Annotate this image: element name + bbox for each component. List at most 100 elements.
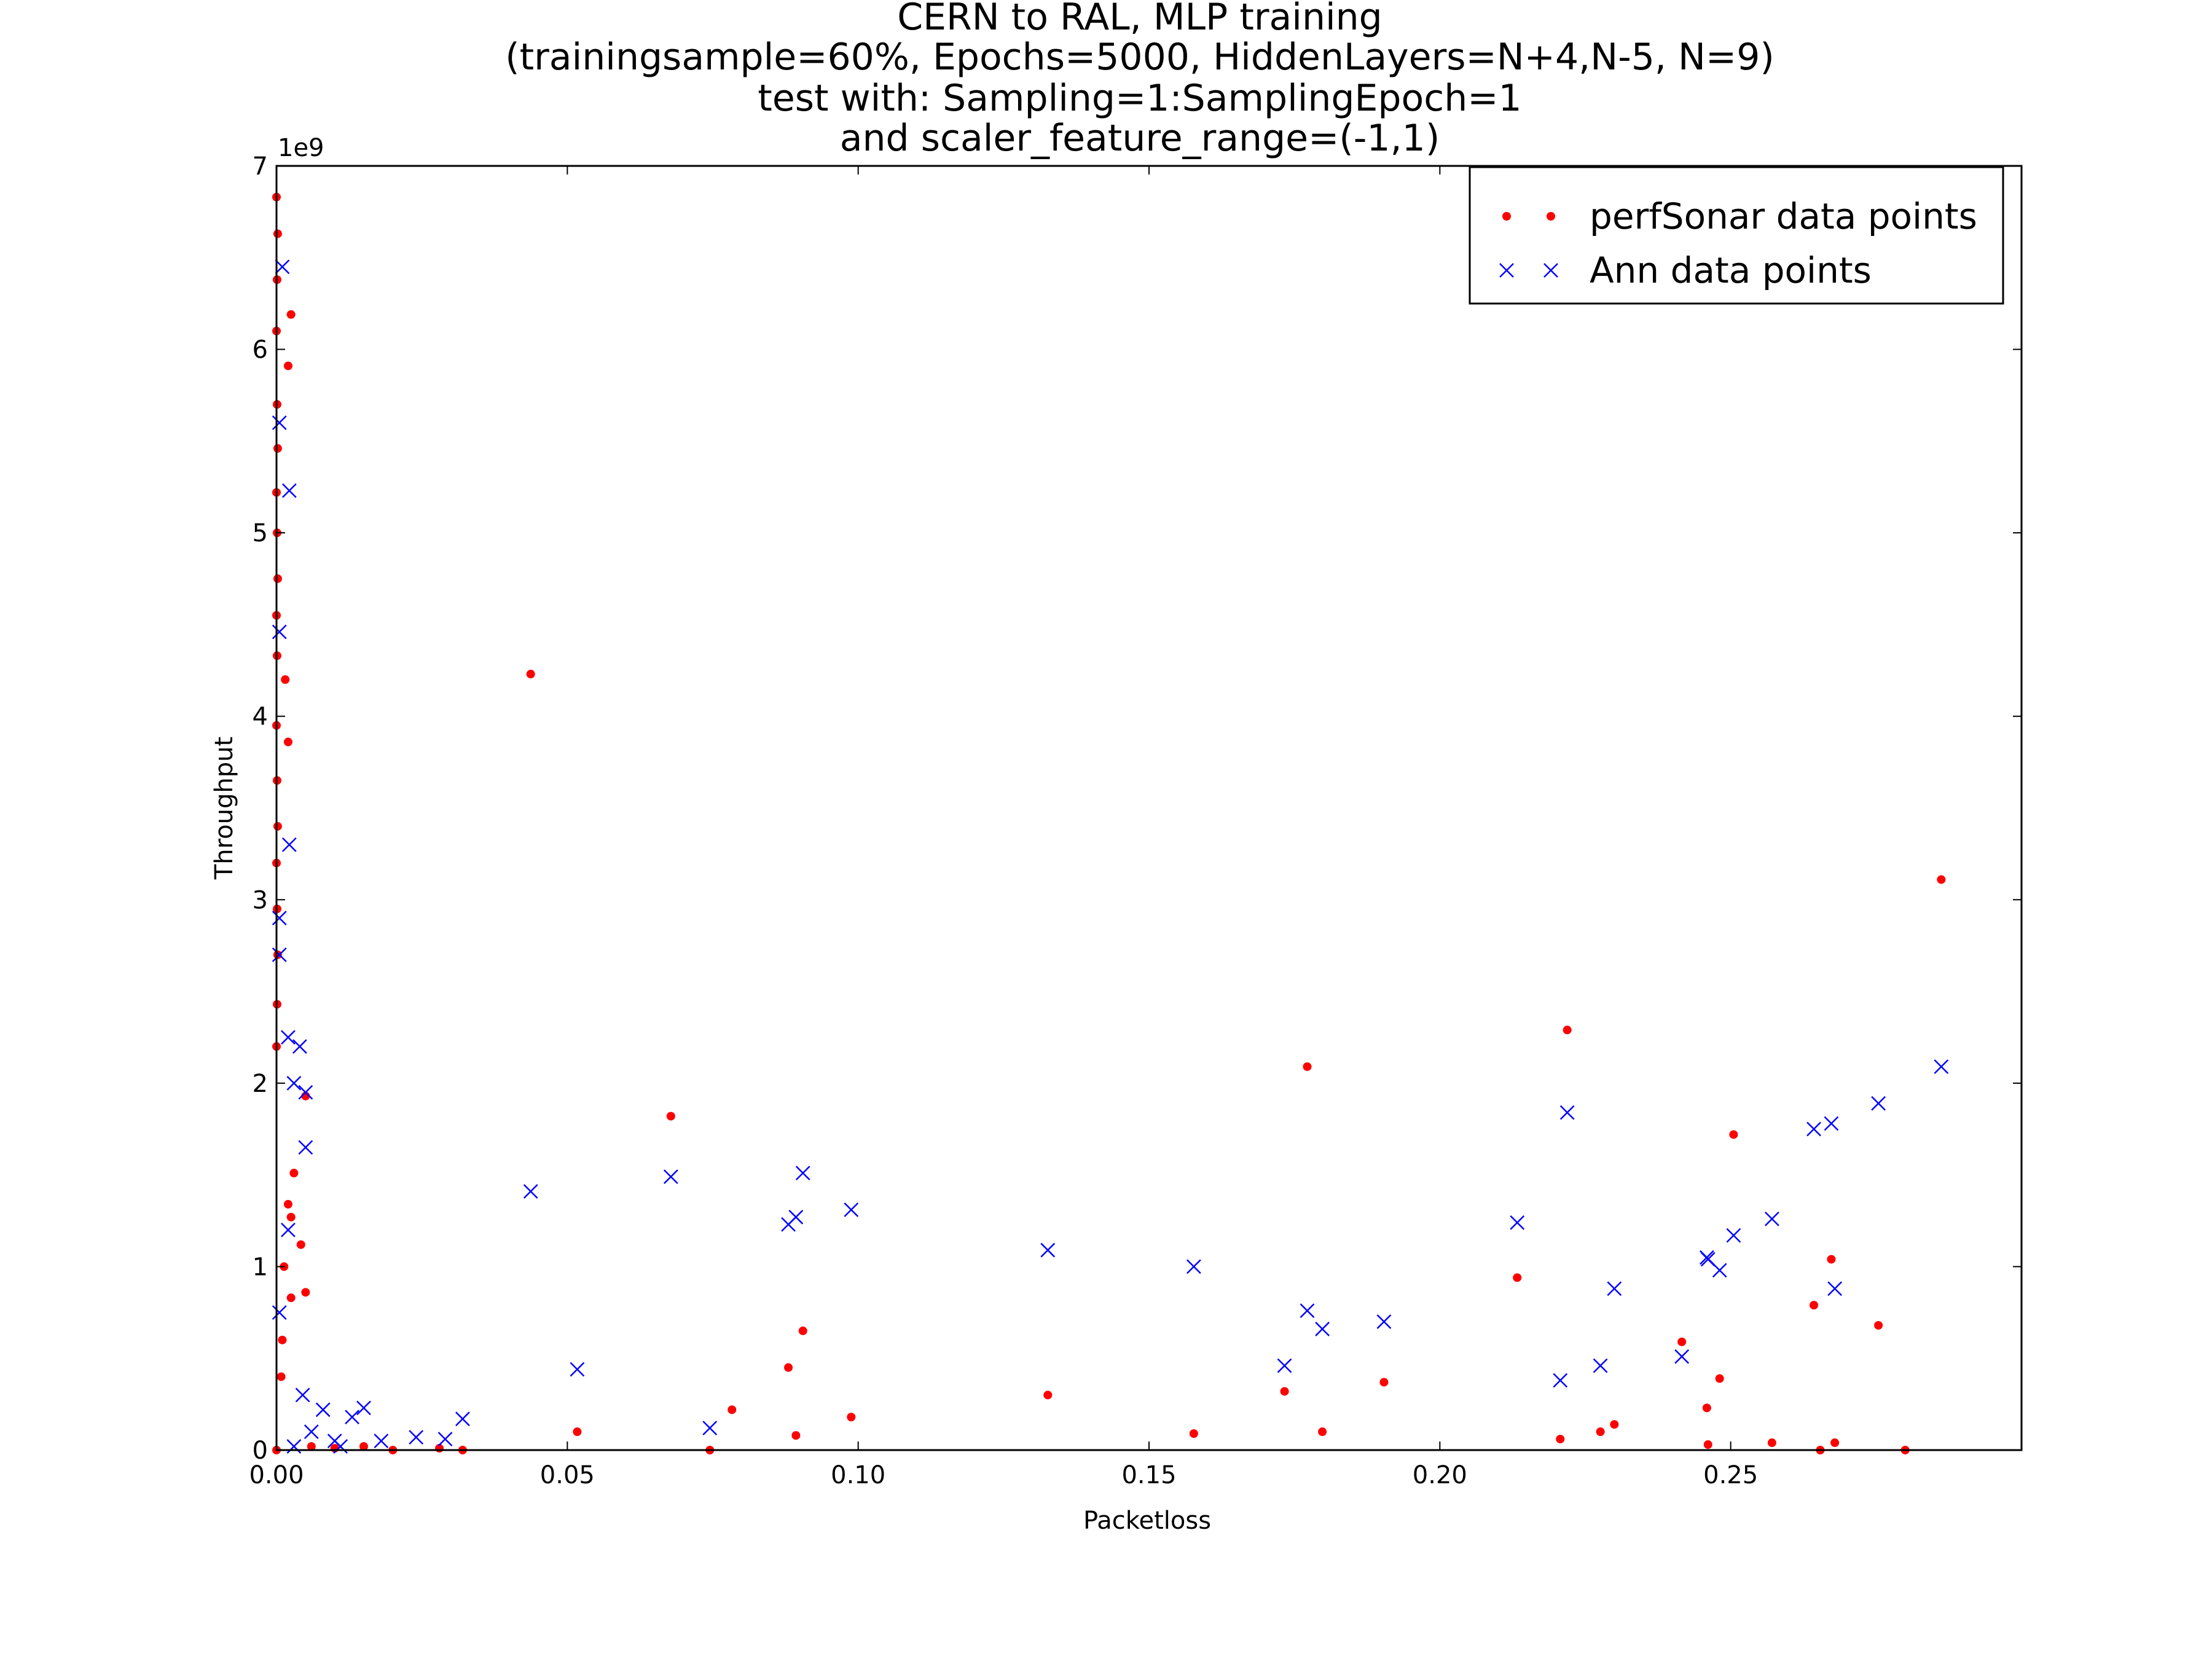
ann-data-point — [281, 483, 297, 498]
ann-data-point — [788, 1209, 804, 1225]
y-tick-label: 5 — [253, 519, 268, 547]
ann-data-point — [1376, 1314, 1392, 1329]
perfsonar-data-point — [1677, 1337, 1687, 1346]
perfsonar-data-point — [359, 1442, 368, 1451]
perfsonar-data-point — [281, 675, 290, 684]
chart-title-line-3: test with: Sampling=1:SamplingEpoch=1 — [758, 77, 1521, 120]
ann-data-point — [1806, 1121, 1821, 1137]
perfsonar-data-point — [273, 574, 282, 583]
perfsonar-data-point — [1729, 1130, 1738, 1139]
perfsonar-data-point — [1379, 1378, 1389, 1387]
ann-data-point — [795, 1166, 810, 1181]
chart-title: CERN to RAL, MLP training (trainingsampl… — [505, 0, 1775, 160]
ann-data-point — [1300, 1303, 1315, 1318]
ann-data-point — [272, 947, 287, 962]
ann-data-point — [281, 1222, 296, 1237]
perfsonar-data-point — [301, 1288, 310, 1297]
ann-data-point — [1712, 1263, 1727, 1278]
chart-title-line-1: CERN to RAL, MLP training — [897, 0, 1382, 39]
ann-data-point — [292, 1039, 307, 1054]
legend-box — [1469, 166, 2004, 305]
x-tick-label: 0.00 — [249, 1461, 304, 1489]
ann-data-point — [272, 415, 287, 430]
perfsonar-data-point — [1827, 1255, 1836, 1264]
y-axis-ticks: 0 1 2 3 4 5 6 7 — [253, 152, 2022, 1465]
ann-data-point — [1510, 1215, 1525, 1230]
ann-data-point — [345, 1410, 359, 1425]
perfsonar-data-point — [1563, 1026, 1572, 1035]
ann-data-point — [1553, 1373, 1568, 1388]
ann-data-point — [281, 837, 297, 852]
perfsonar-data-point — [286, 1293, 296, 1303]
perfsonar-data-point — [283, 361, 292, 371]
ann-data-point — [702, 1421, 718, 1436]
perfsonar-data-point — [1937, 875, 1946, 884]
ann-data-point — [437, 1432, 453, 1446]
ann-data-point — [272, 1305, 287, 1320]
y-tick-label: 0 — [253, 1437, 268, 1465]
legend-entry-2: Ann data points — [1499, 249, 1872, 291]
ann-data-point — [1315, 1322, 1330, 1336]
y-tick-label: 4 — [253, 703, 268, 731]
perfsonar-data-point — [1702, 1403, 1711, 1413]
ann-data-point — [1040, 1242, 1056, 1258]
legend-dot-marker — [1547, 212, 1555, 221]
ann-data-point — [315, 1402, 331, 1418]
perfsonar-data-point — [1596, 1427, 1605, 1437]
ann-data-point — [1827, 1281, 1843, 1296]
perfsonar-data-point — [1715, 1374, 1724, 1383]
legend-entry-1: perfSonar data points — [1502, 195, 1977, 237]
ann-data-point — [844, 1202, 859, 1217]
perfsonar-data-point — [1767, 1438, 1776, 1448]
legend-x-marker — [1499, 263, 1514, 278]
ann-data-point — [1726, 1228, 1741, 1243]
ann-data-point — [298, 1084, 313, 1100]
ann-data-point — [1674, 1349, 1690, 1364]
x-axis-label: Packetloss — [1083, 1507, 1211, 1535]
ann-data-point — [304, 1424, 319, 1440]
perfsonar-data-point — [1513, 1273, 1522, 1282]
perfsonar-data-point — [791, 1431, 801, 1440]
perfsonar-data-point — [847, 1413, 856, 1422]
ann-data-point — [272, 624, 287, 640]
y-tick-label: 1 — [253, 1253, 268, 1281]
y-offset-label: 1e9 — [278, 134, 324, 162]
legend-entries: perfSonar data points Ann data points — [1499, 195, 1977, 291]
ann-data-point — [298, 1140, 313, 1155]
chart-title-line-2: (trainingsample=60%, Epochs=5000, Hidden… — [505, 36, 1775, 79]
perfsonar-data-point — [276, 1372, 286, 1381]
ann-data-point — [455, 1411, 470, 1427]
perfsonar-data-point — [273, 950, 282, 959]
perfsonar-data-point — [1303, 1062, 1312, 1071]
y-tick-label: 3 — [253, 886, 268, 914]
legend-x-marker — [1543, 263, 1558, 278]
perfsonar-data-point — [273, 229, 282, 238]
x-tick-label: 0.20 — [1413, 1461, 1467, 1489]
x-tick-label: 0.05 — [540, 1461, 595, 1489]
ann-data-point — [356, 1400, 371, 1416]
ann-data-point — [1871, 1096, 1886, 1111]
ann-data-point — [1277, 1358, 1292, 1373]
perfsonar-data-point — [307, 1442, 316, 1451]
legend-dot-marker — [1502, 212, 1511, 221]
chart-legend: perfSonar data points Ann data points — [1469, 166, 2004, 305]
ann-data-point — [374, 1433, 389, 1448]
x-tick-label: 0.25 — [1703, 1461, 1758, 1489]
perfsonar-data-point — [1830, 1438, 1840, 1448]
ann-data-point — [523, 1184, 538, 1199]
ann-data-point — [663, 1169, 678, 1185]
series-1-points — [272, 192, 1946, 1454]
plot-markers — [272, 192, 1949, 1454]
perfsonar-data-point — [273, 444, 282, 453]
legend-label: Ann data points — [1590, 249, 1872, 291]
plot-area-frame — [275, 165, 2023, 1451]
ann-data-point — [1764, 1211, 1779, 1226]
perfsonar-data-point — [1556, 1435, 1565, 1444]
y-tick-label: 2 — [253, 1070, 268, 1098]
perfsonar-data-point — [1810, 1301, 1819, 1310]
legend-label: perfSonar data points — [1590, 195, 1977, 237]
x-axis-ticks: 0.00 0.05 0.10 0.15 0.20 0.25 — [249, 166, 1758, 1489]
ann-data-point — [1934, 1059, 1949, 1074]
ann-data-point — [1607, 1281, 1622, 1296]
